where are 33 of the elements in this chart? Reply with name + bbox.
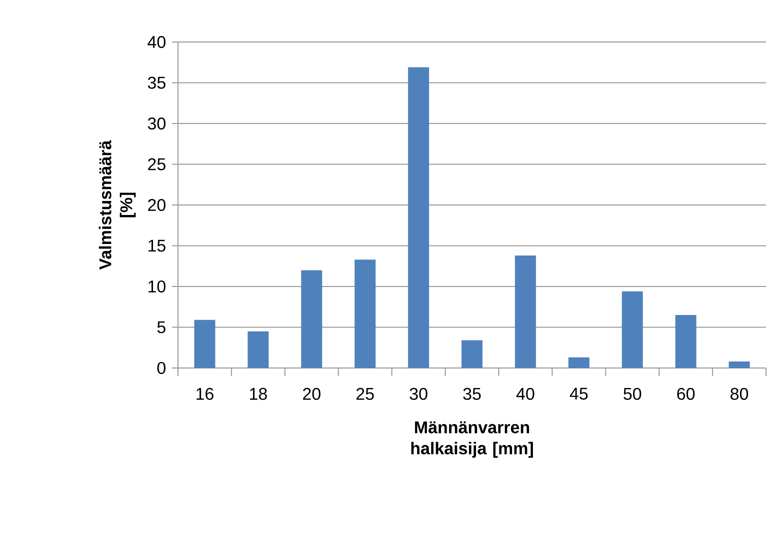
y-tick-label: 20: [148, 198, 166, 212]
bar: [462, 340, 483, 368]
x-tick-label: 60: [677, 388, 695, 400]
x-tick-label: 16: [196, 388, 214, 400]
bar: [408, 67, 430, 368]
y-tick-label: 15: [148, 240, 166, 252]
x-tick-label: 25: [356, 388, 374, 400]
x-tick-label: 20: [303, 388, 320, 400]
bar: [194, 320, 216, 368]
x-tick-label: 45: [570, 388, 588, 400]
y-tick-label: 40: [148, 36, 166, 48]
bar: [622, 291, 643, 368]
y-tick-label: 30: [148, 117, 166, 130]
y-tick-label: 0: [157, 362, 166, 374]
bar: [301, 270, 322, 368]
y-tick-label: 10: [148, 280, 166, 293]
bar: [568, 357, 590, 368]
x-tick-label: 30: [410, 388, 428, 400]
x-tick-label: 18: [250, 388, 267, 400]
bar: [354, 260, 376, 368]
y-tick-label: 5: [157, 321, 166, 334]
x-tick-label: 50: [624, 388, 642, 400]
y-axis-title: Valmistusmäärä [%]: [98, 140, 136, 270]
x-tick-label: 40: [516, 388, 534, 400]
bar: [248, 331, 269, 368]
bar: [675, 315, 696, 368]
y-tick-label: 35: [148, 76, 166, 89]
y-tick-label: 25: [148, 158, 166, 170]
bar: [728, 361, 750, 368]
x-tick-label: 35: [463, 388, 481, 400]
x-tick-label: 80: [730, 388, 748, 400]
bar: [514, 256, 536, 368]
x-axis-title: Männänvarren halkaisija [mm]: [411, 421, 533, 458]
